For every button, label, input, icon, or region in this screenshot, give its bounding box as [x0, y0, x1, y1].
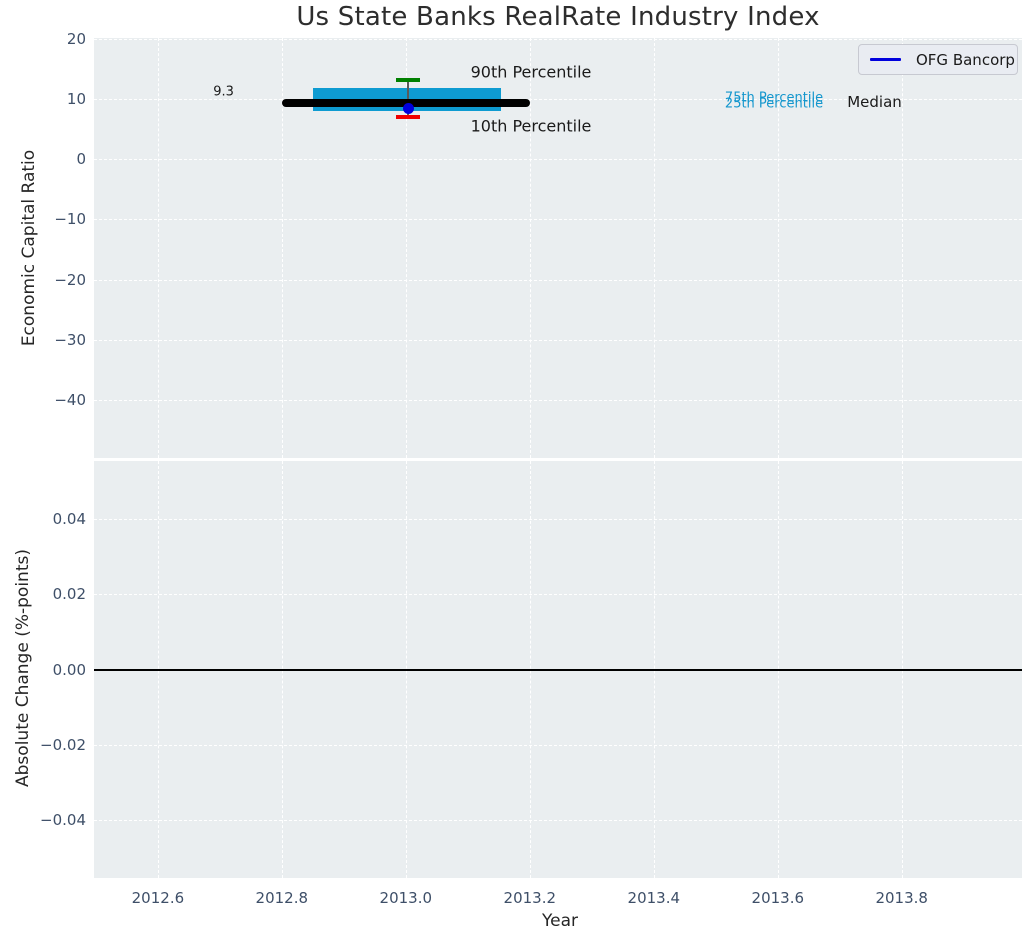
annotation: 10th Percentile	[470, 116, 592, 135]
y-tick-label: 20	[66, 29, 86, 48]
gridline-horizontal	[94, 819, 1022, 821]
p10-cap	[396, 115, 421, 120]
y-tick-label: 0.00	[52, 660, 86, 679]
p90-cap	[396, 78, 421, 83]
gridline-horizontal	[94, 219, 1022, 221]
x-tick-label: 2013.4	[627, 889, 681, 907]
gridline-vertical	[157, 38, 159, 458]
gridline-horizontal	[94, 339, 1022, 341]
plot-area-top: 20 10 0 −10 −20 −30 −40 9.3 90th Percentile 10th …	[54, 30, 1022, 458]
gridline-vertical	[901, 38, 903, 458]
y-tick-label: 0.02	[52, 585, 86, 604]
percentile-whisker-line	[407, 80, 410, 118]
gridline-horizontal	[94, 744, 1022, 746]
chart-title: Us State Banks RealRate Industry Index	[296, 2, 820, 32]
y-tick-label: −40	[54, 391, 86, 410]
x-tick-label: 2012.8	[255, 889, 309, 907]
gridline-horizontal	[94, 279, 1022, 281]
y-tick-label: −0.04	[40, 810, 86, 829]
plot-area-bottom: 2012.6 2012.8 2013.0 2013.2 2013.4 2013.6 2013…	[40, 461, 1022, 907]
annotation: 90th Percentile	[470, 62, 592, 82]
series-point	[402, 102, 414, 114]
annotation: 9.3	[213, 84, 234, 100]
x-tick-label: 2013.2	[503, 889, 557, 907]
legend-label: OFG Bancorp	[916, 50, 1015, 69]
y-tick-label: −20	[54, 270, 86, 289]
annotation: 75th Percentile	[724, 90, 824, 106]
gridline-vertical	[653, 38, 655, 458]
gridline-horizontal	[94, 98, 1022, 100]
y-tick-label: 0	[76, 150, 86, 169]
y-tick-label: −10	[54, 210, 86, 229]
gridline-vertical	[281, 38, 283, 458]
gridline-vertical	[529, 38, 531, 458]
gridline-horizontal	[94, 38, 1022, 40]
x-tick-label: 2013.0	[379, 889, 433, 907]
y-tick-label: −30	[54, 330, 86, 349]
gridline-horizontal	[94, 594, 1022, 596]
gridline-vertical	[777, 38, 779, 458]
gridline-horizontal	[94, 519, 1022, 521]
annotation: Median	[847, 92, 902, 111]
x-axis-label: Year	[542, 911, 578, 931]
x-tick-label: 2013.6	[751, 889, 805, 907]
y-axis-label-top: Economic Capital Ratio	[19, 149, 39, 347]
gridline-vertical	[405, 38, 407, 458]
y-tick-label: 10	[66, 89, 86, 108]
legend-line-sample	[870, 58, 901, 61]
zero-line	[94, 668, 1022, 671]
x-tick-label: 2013.8	[875, 889, 928, 907]
annotation: 25th Percentile	[724, 96, 824, 111]
gridline-horizontal	[94, 400, 1022, 402]
gridline-horizontal	[94, 159, 1022, 161]
x-tick-label: 2012.6	[131, 889, 185, 907]
legend: OFG Bancorp	[858, 44, 1018, 75]
y-axis-label-bottom: Absolute Change (%-points)	[13, 549, 33, 787]
y-tick-label: 0.04	[52, 510, 86, 529]
y-tick-label: −0.02	[40, 735, 86, 754]
